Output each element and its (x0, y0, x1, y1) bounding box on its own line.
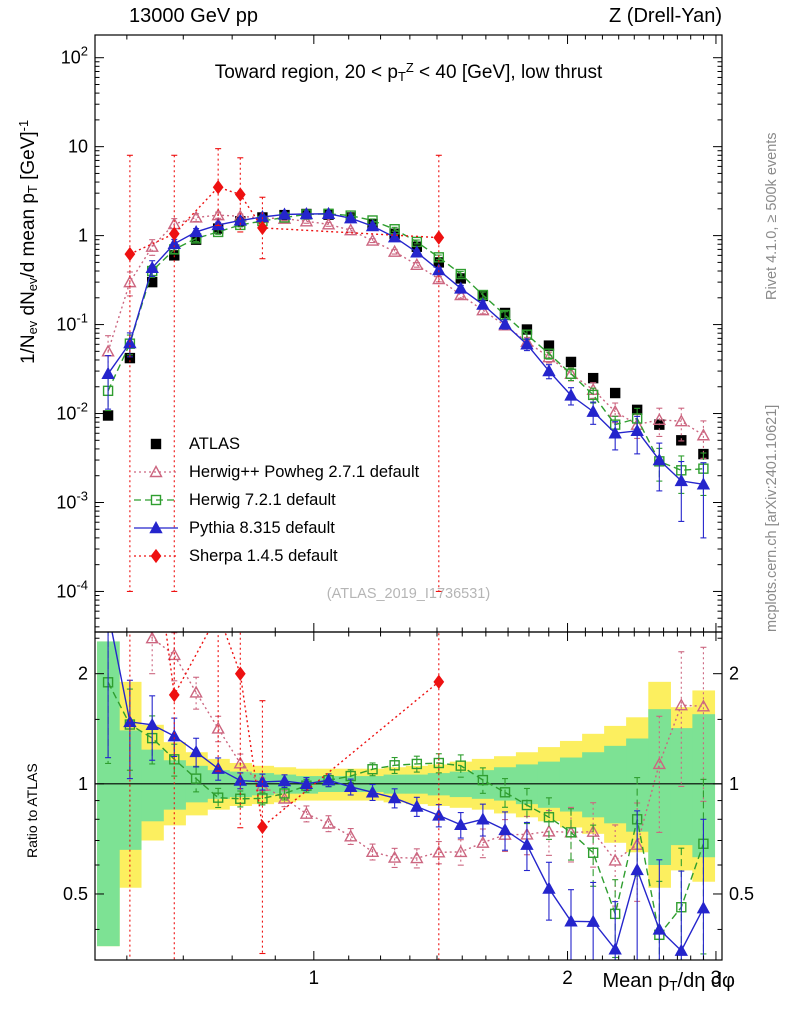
svg-text:102: 102 (61, 44, 88, 68)
svg-text:10: 10 (68, 137, 88, 157)
pythia-8-315-default-marker-icon (134, 521, 178, 534)
herwig-7-2-1-default-marker-icon (134, 494, 178, 506)
ratio-panel-frame (94, 631, 723, 961)
ratio-uncertainty-bands (97, 641, 716, 947)
svg-text:3: 3 (711, 968, 722, 989)
main-y-axis-label: 1/Nev dNev/d mean pT [GeV]-1 (16, 119, 41, 364)
legend-label: Herwig 7.2.1 default (189, 490, 336, 509)
legend-item-atlas: ATLAS (132, 430, 419, 458)
herwig-powheg-2-7-1-default-marker-icon (134, 465, 178, 478)
sherpa-1-4-5-default-marker-icon (134, 548, 178, 564)
series-main-pythia-8-315-default (101, 206, 711, 539)
rivet-version-label: Rivet 4.1.0, ≥ 500k events (764, 132, 780, 300)
svg-text:1: 1 (78, 774, 88, 794)
legend-item-sherpa-1-4-5-default: Sherpa 1.4.5 default (132, 542, 419, 570)
svg-text:0.5: 0.5 (63, 884, 88, 904)
process-label: Z (Drell-Yan) (609, 5, 722, 27)
svg-text:1: 1 (78, 226, 88, 246)
svg-text:0.5: 0.5 (729, 884, 754, 904)
legend-label: Herwig++ Powheg 2.7.1 default (189, 462, 420, 481)
beam-energy-label: 13000 GeV pp (129, 5, 258, 27)
mcplots-arxiv-label: mcplots.cern.ch [arXiv:2401.10621] (764, 404, 780, 632)
legend-item-pythia-8-315-default: Pythia 8.315 default (132, 514, 419, 542)
plot-title: Toward region, 20 < pTZ < 40 [GeV], low … (214, 60, 603, 85)
series-ratio-pythia-8-315-default (105, 632, 711, 960)
ratio-y-axis-label: Ratio to ATLAS (24, 763, 40, 858)
axis-ticks (95, 35, 722, 960)
legend-label: Sherpa 1.4.5 default (189, 546, 338, 565)
svg-text:2: 2 (78, 664, 88, 684)
svg-text:10-1: 10-1 (56, 311, 88, 335)
series-main-sherpa-1-4-5-default (124, 148, 445, 592)
svg-text:2: 2 (562, 968, 573, 989)
svg-text:10-2: 10-2 (56, 400, 88, 424)
legend-label: ATLAS (189, 434, 241, 453)
svg-text:10-4: 10-4 (56, 577, 88, 601)
legend-label: Pythia 8.315 default (189, 518, 335, 537)
svg-text:10-3: 10-3 (56, 488, 88, 512)
svg-text:1: 1 (309, 968, 320, 989)
axis-tick-labels: 102 10 1 10-1 10-2 10-3 10-4 2 2 1 1 0.5 0.5 1 2 3 (56, 44, 754, 989)
legend: ATLAS Herwig++ Powheg 2.7.1 default Herwig… (132, 430, 419, 570)
analysis-id-watermark: (ATLAS_2019_I1736531) (326, 586, 491, 602)
atlas-marker-icon (150, 438, 162, 450)
legend-item-herwig-powheg-2-7-1-default: Herwig++ Powheg 2.7.1 default (132, 458, 419, 486)
series-ratio-sherpa-1-4-5-default (129, 632, 445, 960)
legend-item-herwig-7-2-1-default: Herwig 7.2.1 default (132, 486, 419, 514)
x-axis-label: Mean pT/dη dφ (602, 970, 735, 994)
svg-text:1: 1 (729, 774, 739, 794)
svg-text:2: 2 (729, 664, 739, 684)
series-main-herwig-powheg-2-7-1-default (101, 208, 711, 459)
